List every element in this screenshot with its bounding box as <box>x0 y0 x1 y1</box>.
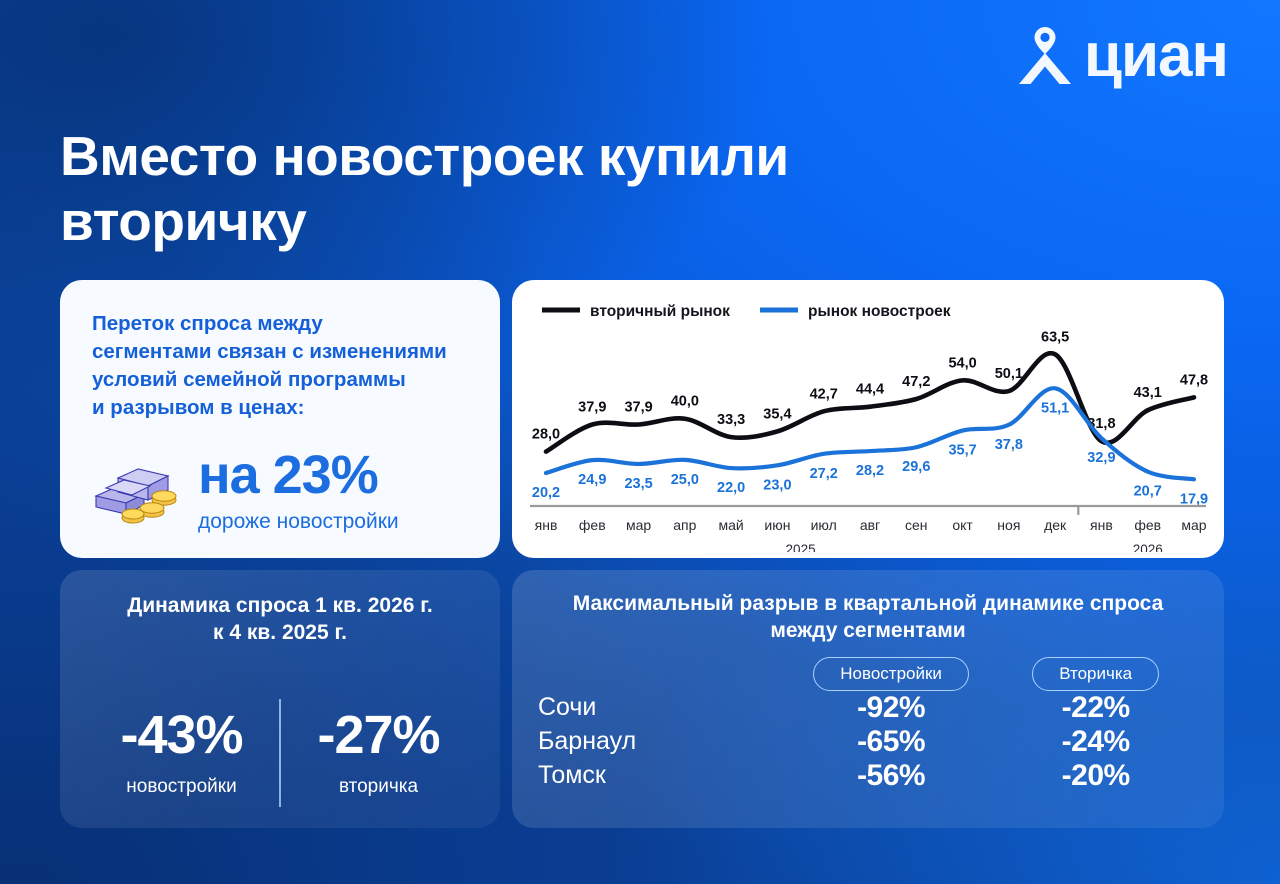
data-point-label: 35,7 <box>948 443 976 459</box>
cian-logo: циан <box>1016 21 1229 90</box>
x-axis-tick-label: апр <box>673 517 696 533</box>
gap-table-header-row: Новостройки Вторичка <box>538 656 1198 691</box>
dynamics-item-new-build: -43% новостройки <box>84 708 279 798</box>
dynamics-label: новостройки <box>126 775 237 797</box>
x-axis-tick-label: дек <box>1044 517 1067 533</box>
pill-new-build: Новостройки <box>813 656 969 691</box>
x-axis-tick-label: ноя <box>997 517 1020 533</box>
dynamics-label: вторичка <box>338 775 419 797</box>
table-row: Барнаул -65% -24% <box>538 725 1198 759</box>
gap-card: Максимальный разрыв в квартальной динами… <box>512 570 1224 828</box>
note-card-figure: на 23% дороже новостройки <box>92 448 468 534</box>
dynamics-value: -27% <box>317 704 440 765</box>
data-point-label: 63,5 <box>1041 329 1069 345</box>
data-point-label: 20,2 <box>532 485 560 501</box>
data-point-label: 25,0 <box>671 472 699 488</box>
data-point-label: 33,3 <box>717 412 745 428</box>
data-point-label: 54,0 <box>948 355 976 371</box>
data-point-label: 27,2 <box>810 466 838 482</box>
data-point-label: 29,6 <box>902 459 930 475</box>
data-point-label: 23,5 <box>624 476 652 492</box>
data-point-label: 28,0 <box>532 427 560 443</box>
note-card-stat-caption: дороже новостройки <box>198 509 399 533</box>
gap-row-new-build: -56% <box>857 758 926 792</box>
brand-wordmark: циан <box>1083 21 1229 90</box>
data-point-label: 22,0 <box>717 480 745 496</box>
dynamics-item-secondary: -27% вторичка <box>281 708 476 798</box>
data-point-label: 47,2 <box>902 374 930 390</box>
x-axis-tick-label: авг <box>860 517 880 533</box>
gap-row-city: Сочи <box>538 693 597 722</box>
gap-table: Новостройки Вторичка Сочи -92% -22% Б <box>538 656 1198 793</box>
data-point-label: 43,1 <box>1134 385 1162 401</box>
x-axis-tick-label: фев <box>1134 517 1161 533</box>
x-axis-tick-label: янв <box>535 517 558 533</box>
pill-secondary: Вторичка <box>1032 656 1160 691</box>
gap-card-title: Максимальный разрыв в квартальной динами… <box>572 592 1164 643</box>
data-point-label: 32,9 <box>1087 450 1115 466</box>
x-axis-tick-label: мар <box>1181 517 1206 533</box>
x-axis-tick-label: июл <box>811 517 837 533</box>
data-point-label: 40,0 <box>671 394 699 410</box>
gap-header-city <box>538 657 789 691</box>
x-axis-year-label: 2025 <box>786 542 816 552</box>
gap-row-city: Барнаул <box>538 727 637 756</box>
dynamics-values-row: -43% новостройки -27% вторичка <box>84 698 476 807</box>
x-axis-tick-label: окт <box>952 517 973 533</box>
legend-label: вторичный рынок <box>590 303 730 320</box>
gap-row-secondary: -20% <box>1061 758 1131 792</box>
dynamics-card: Динамика спроса 1 кв. 2026 г. к 4 кв. 20… <box>60 570 500 828</box>
gap-header-new-build: Новостройки <box>789 656 994 691</box>
data-point-label: 24,9 <box>578 472 606 488</box>
demand-line-chart: вторичный рынок рынок новостроек 28,0 37,9 3… <box>530 303 1208 552</box>
table-row: Сочи -92% -22% <box>538 691 1198 725</box>
x-axis-tick-label: май <box>719 517 744 533</box>
data-point-label: 42,7 <box>810 386 838 402</box>
x-axis-tick-label: июн <box>764 517 790 533</box>
data-point-label: 51,1 <box>1041 400 1069 416</box>
cian-pin-roof-logo-icon <box>1018 27 1071 84</box>
x-axis-tick-label: янв <box>1090 517 1113 533</box>
dynamics-card-title: Динамика спроса 1 кв. 2026 г. к 4 кв. 20… <box>127 594 433 645</box>
x-axis-year-label: 2026 <box>1133 542 1163 552</box>
demand-chart-card: вторичный рынок рынок новостроек 28,0 37,9 3… <box>512 280 1224 558</box>
data-point-label: 17,9 <box>1180 491 1208 507</box>
data-point-label: 44,4 <box>856 382 884 398</box>
gap-row-new-build: -65% <box>857 724 926 758</box>
data-point-label: 35,4 <box>763 406 791 422</box>
data-point-label: 23,0 <box>763 477 791 493</box>
gap-row-secondary: -22% <box>1061 690 1131 724</box>
data-point-label: 50,1 <box>995 366 1023 382</box>
note-card-text: Переток спроса между сегментами связан с… <box>92 312 447 419</box>
data-point-label: 47,8 <box>1180 372 1208 388</box>
money-stacks-icon <box>94 467 177 523</box>
gap-header-secondary: Вторичка <box>993 656 1198 691</box>
data-point-label: 37,9 <box>578 399 606 415</box>
page-title: Вместо новостроек купили вторичку <box>60 125 789 252</box>
gap-row-new-build: -92% <box>857 690 926 724</box>
dynamics-value: -43% <box>120 704 243 765</box>
x-axis-tick-label: мар <box>626 517 651 533</box>
gap-row-city: Томск <box>538 761 606 790</box>
data-point-label: 28,2 <box>856 463 884 479</box>
note-card-stat-value: на 23% <box>198 444 379 505</box>
note-card: Переток спроса между сегментами связан с… <box>60 280 500 558</box>
data-point-label: 37,8 <box>995 437 1023 453</box>
table-row: Томск -56% -20% <box>538 759 1198 793</box>
data-point-label: 37,9 <box>624 399 652 415</box>
vertical-divider <box>279 698 281 807</box>
x-axis-tick-label: сен <box>905 517 928 533</box>
data-point-label: 20,7 <box>1134 484 1162 500</box>
legend-label: рынок новостроек <box>808 303 951 320</box>
series-line <box>543 386 1197 482</box>
x-axis-tick-label: фев <box>579 517 606 533</box>
gap-row-secondary: -24% <box>1061 724 1131 758</box>
